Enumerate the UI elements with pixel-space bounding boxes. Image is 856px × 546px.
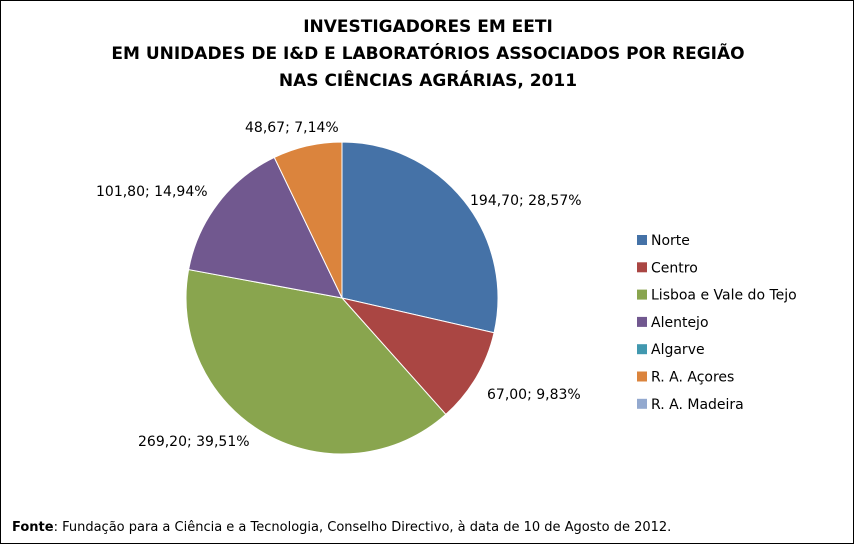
source-note: Fonte: Fundação para a Ciência e a Tecno… bbox=[12, 520, 671, 535]
data-label-r-a-a-ores: 48,67; 7,14% bbox=[245, 120, 339, 136]
pie-slice-norte bbox=[341, 141, 499, 334]
legend-label-r-a-madeira: R. A. Madeira bbox=[651, 397, 744, 413]
source-prefix: Fonte bbox=[12, 520, 54, 535]
data-label-centro: 67,00; 9,83% bbox=[487, 387, 581, 403]
legend-swatch-norte bbox=[637, 235, 647, 245]
chart-title-line-1: INVESTIGADORES EM EETI bbox=[303, 17, 553, 37]
legend: Norte Centro Lisboa e Vale do Tejo Alentejo… bbox=[637, 233, 797, 413]
pie-slice-alentejo bbox=[188, 156, 343, 299]
data-label-norte: 194,70; 28,57% bbox=[470, 193, 582, 209]
source-text: : Fundação para a Ciência e a Tecnologia… bbox=[53, 520, 672, 535]
chart-title: INVESTIGADORES EM EETI EM UNIDADES DE I&… bbox=[0, 14, 856, 95]
legend-swatch-centro bbox=[637, 262, 647, 273]
legend-swatch-alentejo bbox=[637, 316, 647, 327]
legend-swatch-algarve bbox=[637, 344, 647, 355]
legend-label-r-a-a-ores: R. A. Açores bbox=[651, 370, 734, 386]
pie-slice-lisboa-e-vale-do-tejo bbox=[185, 268, 447, 455]
legend-swatch-lisboa-e-vale-do-tejo bbox=[637, 289, 647, 300]
legend-label-centro: Centro bbox=[651, 260, 698, 276]
legend-label-algarve: Algarve bbox=[651, 342, 705, 358]
data-label-lisboa-e-vale-do-tejo: 269,20; 39,51% bbox=[138, 434, 250, 450]
chart-title-line-2: EM UNIDADES DE I&D E LABORATÓRIOS ASSOCI… bbox=[111, 44, 745, 64]
data-label-alentejo: 101,80; 14,94% bbox=[96, 184, 208, 200]
legend-label-norte: Norte bbox=[651, 233, 690, 249]
legend-label-alentejo: Alentejo bbox=[651, 315, 709, 331]
legend-swatch-r-a-a-ores bbox=[637, 371, 647, 382]
legend-label-lisboa-e-vale-do-tejo: Lisboa e Vale do Tejo bbox=[651, 288, 797, 304]
pie-slice-centro bbox=[340, 297, 495, 416]
legend-swatch-r-a-madeira bbox=[637, 398, 647, 409]
pie-slice-r-a-a-ores bbox=[273, 141, 343, 299]
chart-title-line-3: NAS CIÊNCIAS AGRÁRIAS, 2011 bbox=[278, 71, 578, 91]
